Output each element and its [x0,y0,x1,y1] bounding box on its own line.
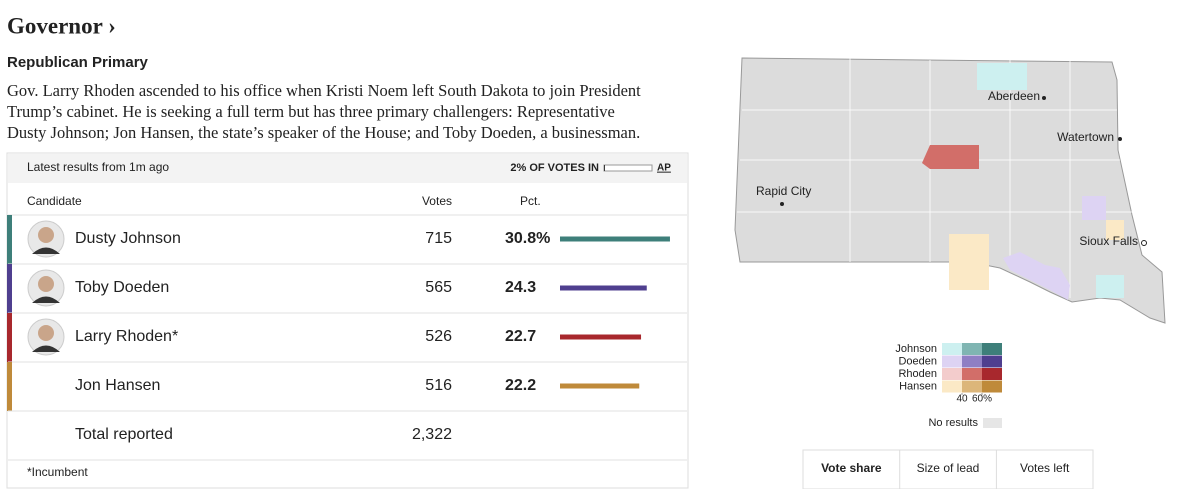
legend-swatch [962,355,982,368]
results-box [6,152,689,489]
legend-swatch [962,368,982,380]
tab[interactable]: Size of lead [917,461,980,475]
candidate-stripe [7,313,12,362]
description-line: Trump’s cabinet. He is seeking a full te… [7,102,615,121]
results-header [8,154,687,183]
legend-name: Doeden [898,355,937,367]
candidate-stripe [7,215,12,264]
no-results-label: No results [928,417,978,429]
candidate-name: Toby Doeden [75,279,169,296]
legend-name: Rhoden [898,368,937,380]
footnote: *Incumbent [27,465,88,479]
total-label: Total reported [75,426,173,443]
tab-bar [802,449,1094,489]
photo-head [38,325,54,341]
legend-tick-label: 60% [972,394,992,405]
candidate-name: Jon Hansen [75,377,160,394]
city-dot [1042,96,1046,100]
progress-track [603,164,653,172]
legend-swatch [962,380,982,393]
legend-swatch [962,343,982,355]
description-line: Gov. Larry Rhoden ascended to his office… [7,81,641,100]
pct-label: 22.2 [505,377,536,394]
city-dot [1118,137,1122,141]
legend-swatch [982,368,1002,380]
no-results-swatch [983,418,1002,428]
progress-fill [604,165,605,171]
photo-body [32,345,60,352]
county [1096,275,1124,298]
column-header: Candidate [27,194,82,208]
county [1106,220,1124,240]
votes: 715 [425,230,452,247]
county [977,63,1027,90]
section-title[interactable]: Governor › [7,13,116,38]
legend-name: Johnson [895,343,937,355]
pct-bar [560,334,642,340]
county [1082,196,1106,220]
votes: 565 [425,279,452,296]
legend-swatch [982,343,1002,355]
county [922,145,979,169]
pct-bar [560,236,670,242]
legend-name: Hansen [899,380,937,392]
city-label: Aberdeen [988,89,1040,103]
photo-body [32,247,60,254]
legend-tick-label: 40 [956,394,968,405]
city-label: Sioux Falls [1079,234,1138,248]
photo-head [38,276,54,292]
candidate-stripe [7,362,12,411]
city-label: Watertown [1057,130,1114,144]
city-dot [1141,240,1147,246]
pct-bar [560,285,647,291]
county [1003,252,1070,300]
photo-body [32,296,60,303]
total-votes: 2,322 [412,426,452,443]
pct-label: 22.7 [505,328,536,345]
votes: 516 [425,377,452,394]
column-header: Pct. [520,194,541,208]
description-line: Dusty Johnson; Jon Hansen, the state’s s… [7,123,640,142]
map: Aberdeen Watertown Rapid City Sioux Fall… [734,57,1166,324]
legend-swatch [942,368,962,380]
rows: Dusty Johnson 715 30.8% Toby Doeden 565 24.3 L… [7,214,687,411]
tabs: Vote share Size of lead Votes left [802,449,1094,489]
source[interactable]: AP [657,163,671,174]
description: Gov. Larry Rhoden ascended to his office… [7,81,641,142]
photo-head [38,227,54,243]
updated: Latest results from 1m ago [27,160,169,174]
legend-swatch [942,343,962,355]
legend-swatch [942,355,962,368]
pct-label: 30.8% [505,230,550,247]
candidate-name: Dusty Johnson [75,230,181,247]
tab[interactable]: Vote share [821,461,882,475]
reporting: 2% OF VOTES IN [510,162,599,174]
county [949,234,989,290]
column-header: Votes [422,194,452,208]
subtitle: Republican Primary [7,54,149,71]
legend-swatch [982,355,1002,368]
pct-bar [560,383,640,389]
tab[interactable]: Votes left [1020,461,1070,475]
candidate-stripe [7,264,12,313]
city-dot [780,202,784,206]
legend-swatch [982,380,1002,393]
city-label: Rapid City [756,184,811,198]
votes: 526 [425,328,452,345]
pct-label: 24.3 [505,279,536,296]
candidate-name: Larry Rhoden* [75,328,178,345]
legend-swatch [942,380,962,393]
